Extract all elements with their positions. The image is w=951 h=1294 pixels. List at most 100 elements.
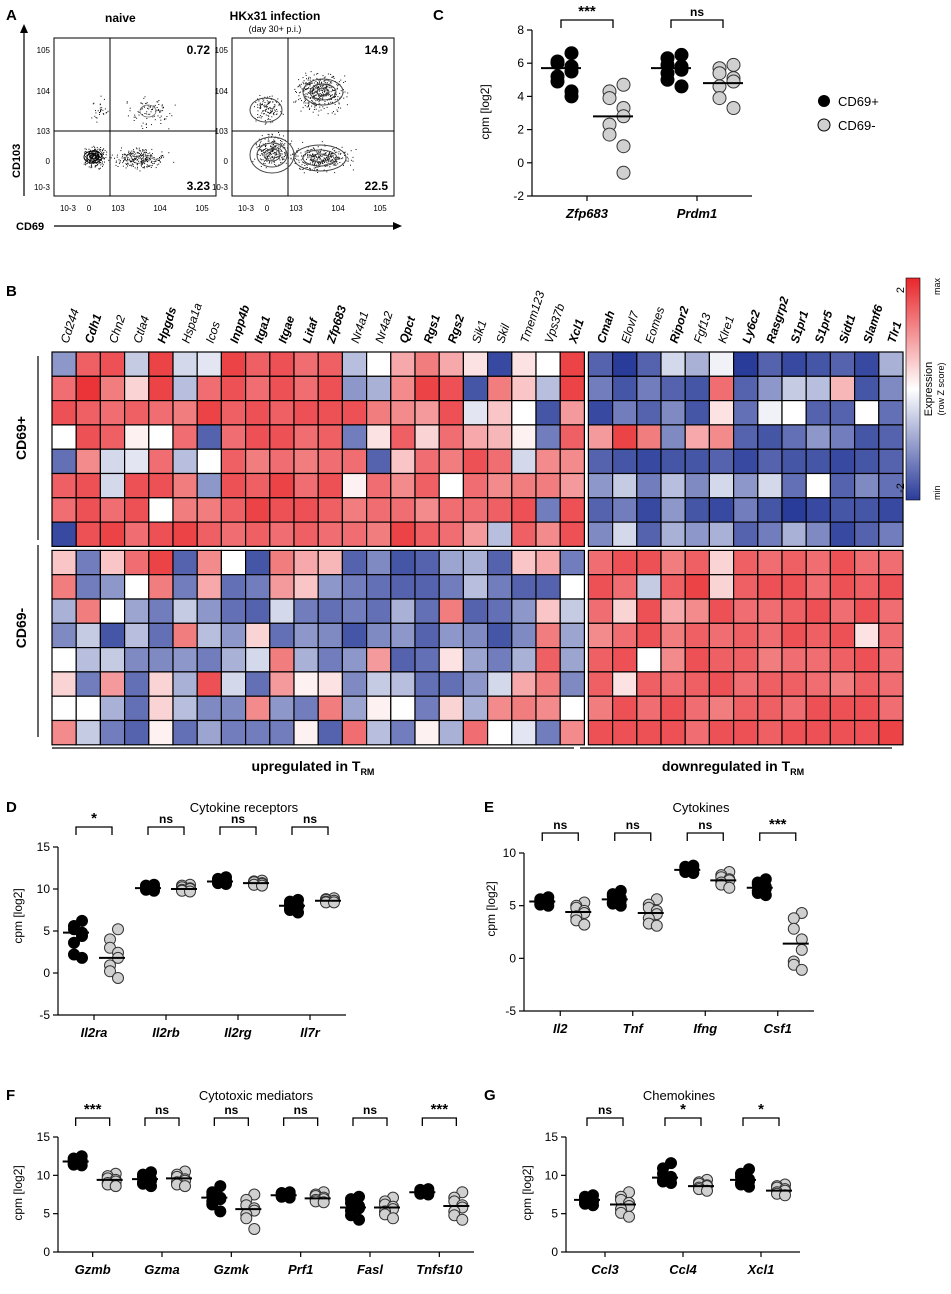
flow-event bbox=[313, 109, 315, 110]
heatmap-cell bbox=[123, 497, 150, 523]
heatmap-cell bbox=[293, 521, 319, 547]
flow-event bbox=[115, 160, 117, 162]
flow-event bbox=[142, 128, 144, 129]
heatmap-cell bbox=[123, 448, 150, 475]
flow-event bbox=[277, 98, 279, 100]
flow-event bbox=[330, 91, 332, 93]
flow-event bbox=[315, 154, 317, 156]
heatmap-cell bbox=[487, 671, 513, 697]
flow-event bbox=[317, 151, 319, 153]
flow-event bbox=[125, 155, 127, 156]
flow-event bbox=[338, 102, 340, 104]
flow-event bbox=[146, 166, 148, 168]
flow-event bbox=[339, 162, 341, 163]
flow-event bbox=[272, 155, 274, 157]
significance-label: ns bbox=[598, 1103, 612, 1117]
flow-event bbox=[334, 89, 336, 91]
a-x-axis-label: CD69 bbox=[16, 221, 44, 233]
flow-event bbox=[259, 102, 261, 104]
flow-event bbox=[269, 153, 271, 155]
heatmap-cell bbox=[341, 448, 368, 475]
flow-event bbox=[273, 112, 274, 114]
flow-event bbox=[331, 112, 333, 114]
heatmap-cell bbox=[245, 549, 271, 576]
flow-event bbox=[145, 113, 147, 115]
flow-event bbox=[312, 91, 314, 93]
flow-event bbox=[309, 167, 310, 169]
heatmap-cell bbox=[535, 671, 561, 697]
flow-event bbox=[156, 164, 158, 166]
heatmap-cell bbox=[511, 622, 537, 649]
flow-event bbox=[272, 113, 274, 115]
flow-event bbox=[259, 95, 261, 96]
flow-event bbox=[308, 103, 310, 105]
flow-event bbox=[257, 106, 259, 108]
heatmap-cell bbox=[829, 497, 856, 523]
heatmap-cell bbox=[366, 424, 392, 450]
flow-event bbox=[126, 160, 128, 162]
flow-event bbox=[158, 109, 160, 110]
heatmap-cell bbox=[390, 695, 416, 722]
flow-event bbox=[282, 147, 284, 149]
heatmap-cell bbox=[829, 574, 856, 600]
flow-event bbox=[322, 90, 324, 92]
heatmap-cell bbox=[684, 351, 711, 377]
heatmap-cell bbox=[660, 622, 686, 649]
heatmap-cell bbox=[708, 472, 735, 499]
heatmap-cell bbox=[732, 574, 759, 600]
flow-event bbox=[268, 101, 270, 103]
flow-event bbox=[259, 105, 261, 106]
flow-event bbox=[99, 159, 101, 161]
heatmap-cell bbox=[587, 574, 614, 600]
heatmap-cell bbox=[878, 719, 904, 746]
heatmap-cell bbox=[414, 574, 440, 600]
flow-event bbox=[96, 152, 98, 154]
heatmap-cell bbox=[245, 671, 271, 697]
heatmap-cell bbox=[757, 719, 783, 746]
flow-event bbox=[269, 107, 271, 108]
flow-event bbox=[326, 159, 328, 160]
flow-event bbox=[143, 162, 145, 164]
flow-event bbox=[104, 108, 106, 110]
a-y-axis-label: CD103 bbox=[11, 144, 23, 178]
flow-event bbox=[310, 160, 312, 161]
flow-event bbox=[102, 156, 104, 158]
heatmap-cell bbox=[317, 695, 344, 722]
flow-event bbox=[274, 156, 276, 158]
flow-event bbox=[128, 159, 130, 161]
flow-event bbox=[310, 149, 312, 151]
flow-event bbox=[268, 150, 270, 151]
heatmap-cell bbox=[829, 521, 856, 547]
flow-event bbox=[319, 162, 321, 164]
heatmap-cell bbox=[708, 424, 735, 450]
flow-event bbox=[267, 154, 269, 156]
flow-event bbox=[154, 119, 156, 121]
flow-event bbox=[151, 148, 153, 150]
flow-event bbox=[305, 167, 307, 169]
heatmap-cell bbox=[660, 351, 686, 377]
flow-event bbox=[310, 162, 311, 164]
flow-event bbox=[105, 112, 107, 114]
flow-event bbox=[121, 147, 122, 149]
flow-event bbox=[318, 110, 320, 112]
flow-event bbox=[85, 148, 87, 150]
flow-event bbox=[308, 156, 310, 158]
heatmap-cell bbox=[511, 695, 537, 722]
flow-event bbox=[307, 96, 309, 98]
flow-event bbox=[159, 111, 161, 113]
heatmap-cell bbox=[587, 719, 614, 746]
flow-event bbox=[328, 103, 330, 105]
flow-event bbox=[333, 160, 335, 162]
flow-event bbox=[301, 88, 303, 90]
flow-event bbox=[347, 158, 349, 160]
flow-event bbox=[97, 156, 99, 158]
a-naive-ytick: 10-3 bbox=[34, 183, 51, 192]
flow-event bbox=[100, 158, 101, 160]
a-inf-ytick: 103 bbox=[215, 127, 229, 136]
flow-event bbox=[315, 151, 317, 153]
heatmap-cell bbox=[99, 622, 126, 649]
heatmap-cell bbox=[535, 695, 561, 722]
heatmap-cell bbox=[853, 497, 880, 523]
heatmap-cell bbox=[853, 472, 880, 499]
